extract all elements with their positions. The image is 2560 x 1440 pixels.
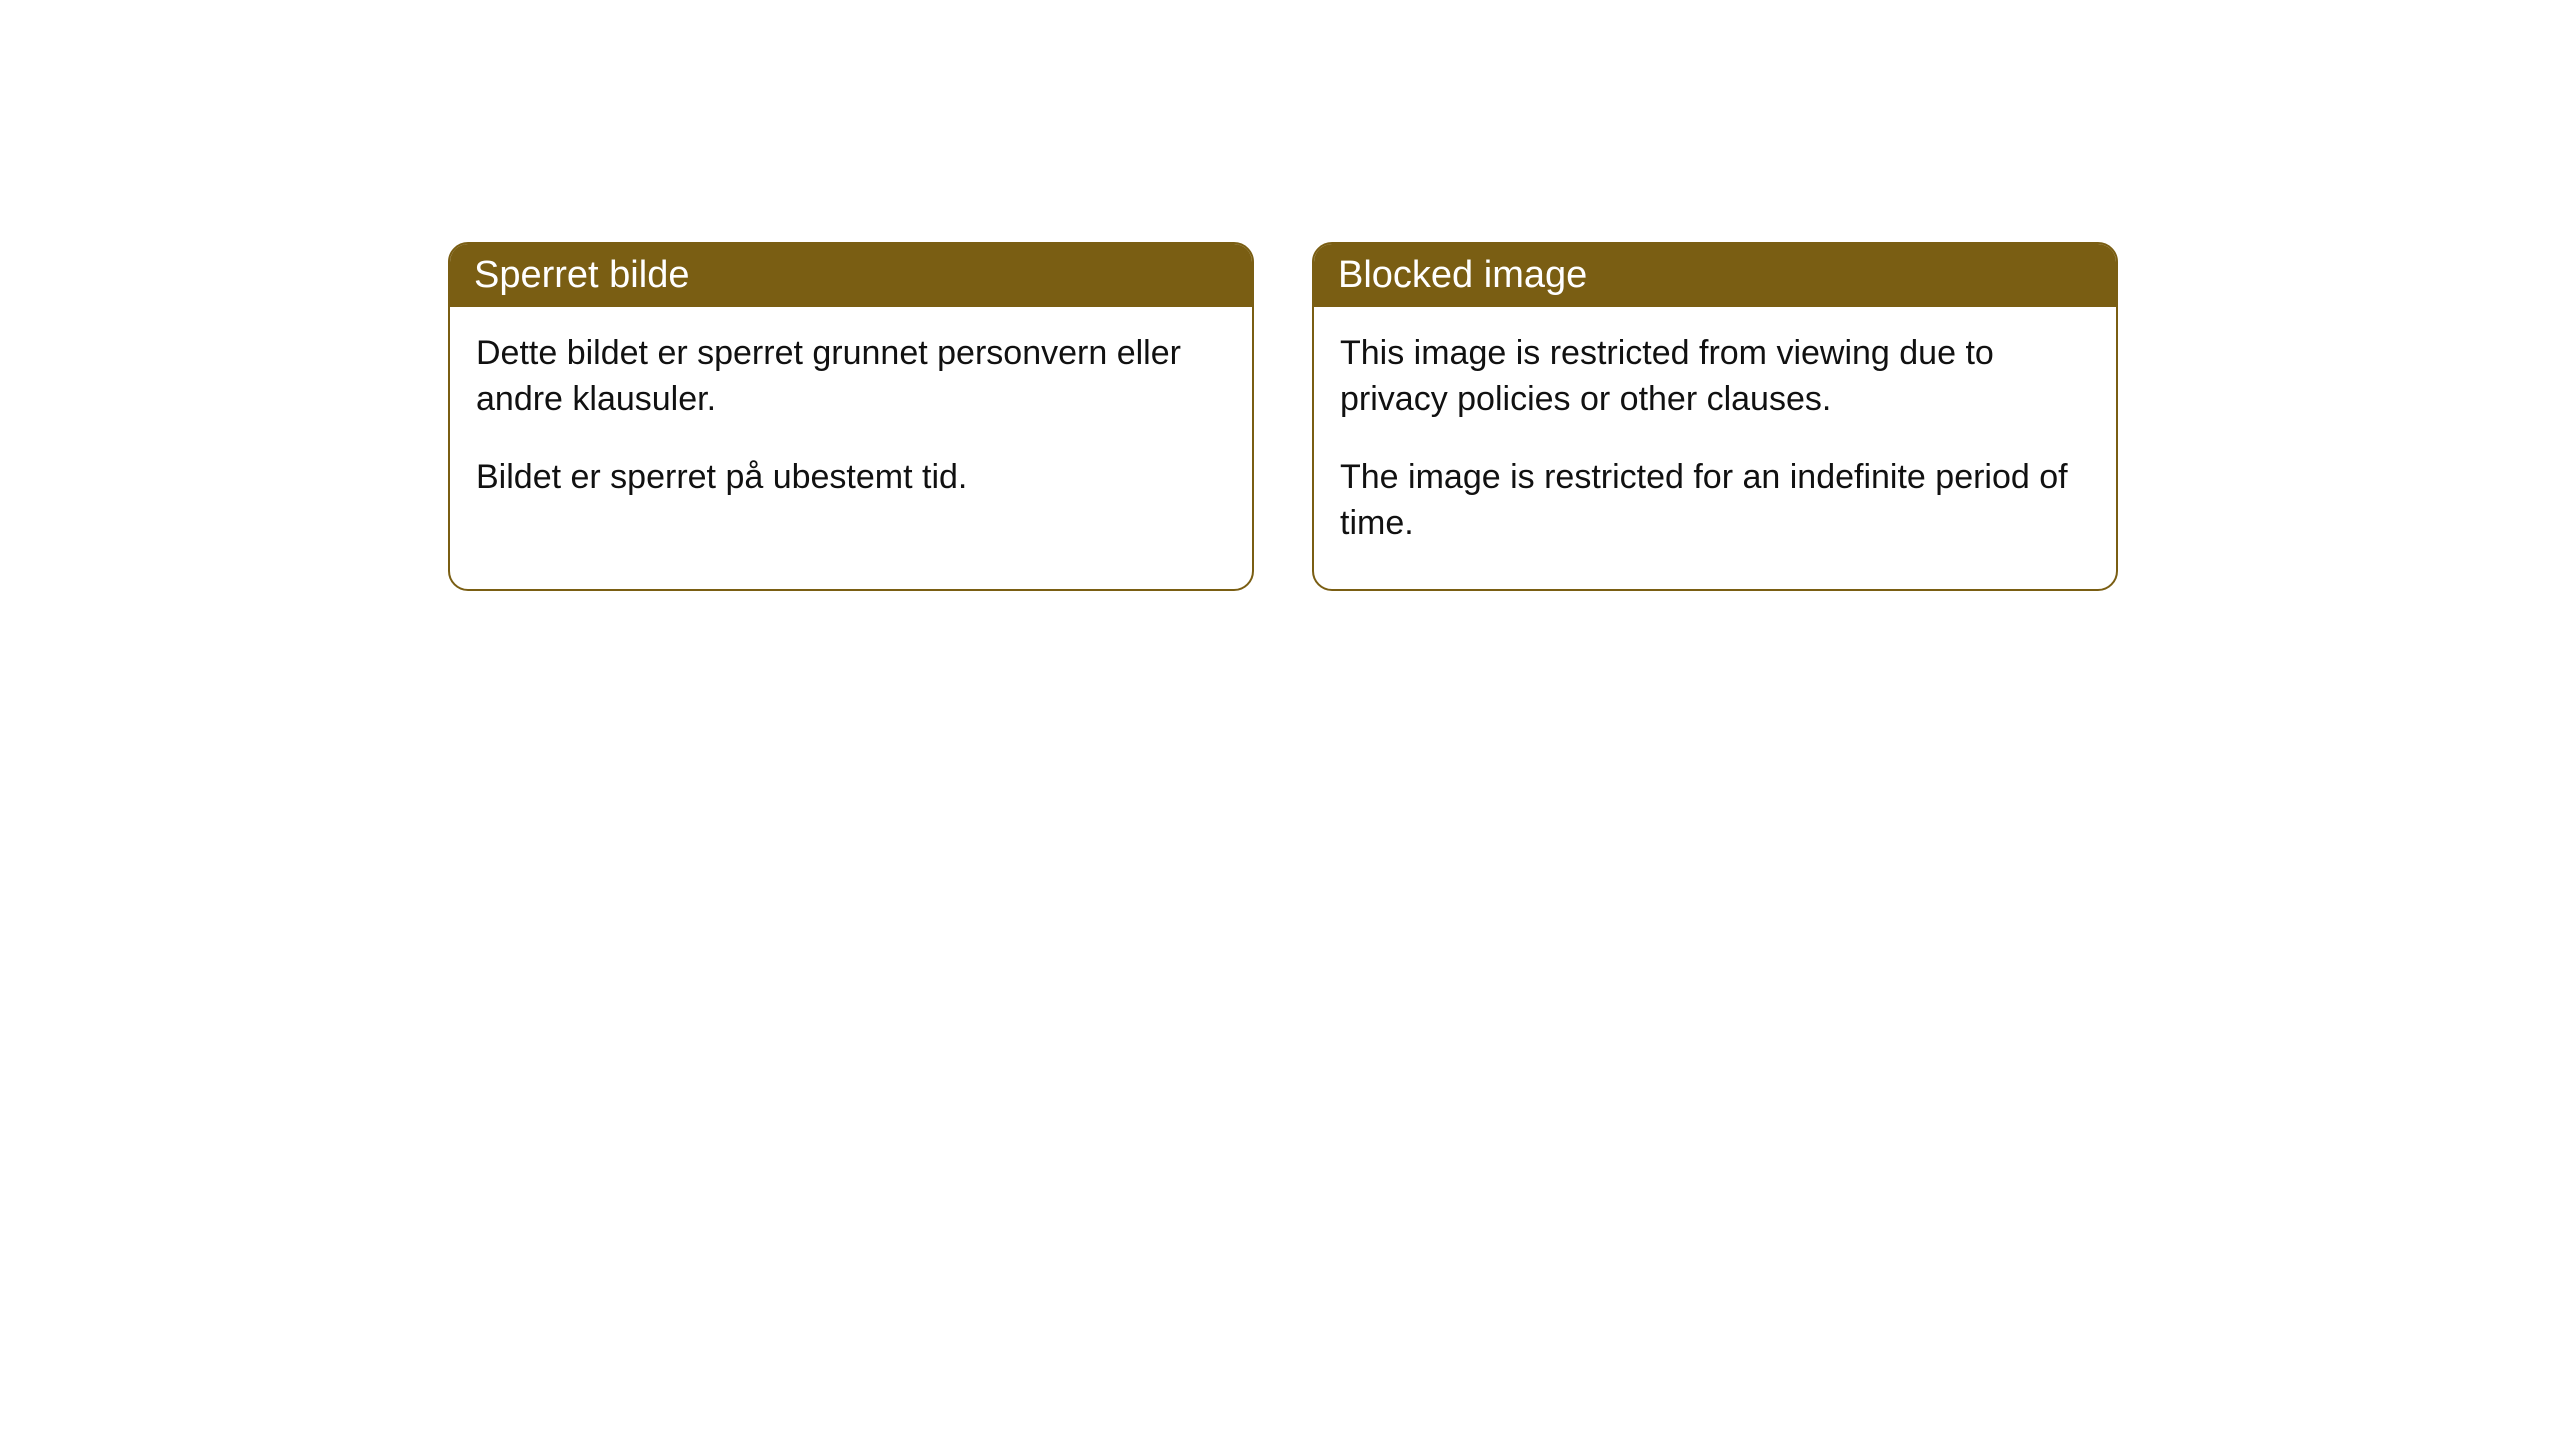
notice-card-header: Sperret bilde [450, 244, 1252, 307]
notice-card-header: Blocked image [1314, 244, 2116, 307]
notice-card-body: This image is restricted from viewing du… [1314, 307, 2116, 589]
notice-card-body: Dette bildet er sperret grunnet personve… [450, 307, 1252, 543]
notice-paragraph: This image is restricted from viewing du… [1340, 331, 2090, 423]
notice-card-norwegian: Sperret bilde Dette bildet er sperret gr… [448, 242, 1254, 591]
notice-container: Sperret bilde Dette bildet er sperret gr… [0, 0, 2560, 591]
notice-paragraph: The image is restricted for an indefinit… [1340, 455, 2090, 547]
notice-card-english: Blocked image This image is restricted f… [1312, 242, 2118, 591]
notice-paragraph: Dette bildet er sperret grunnet personve… [476, 331, 1226, 423]
notice-paragraph: Bildet er sperret på ubestemt tid. [476, 455, 1226, 501]
